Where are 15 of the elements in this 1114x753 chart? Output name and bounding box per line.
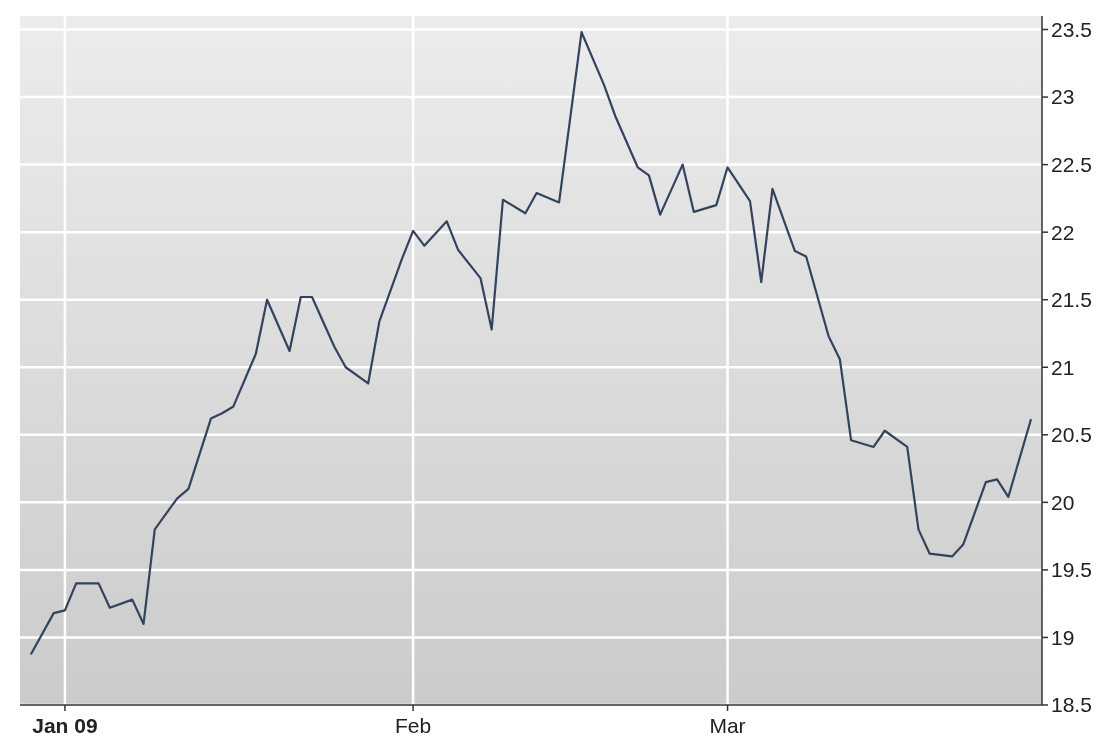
x-tick-label: Jan 09 bbox=[32, 714, 98, 737]
y-tick-label: 22.5 bbox=[1051, 152, 1092, 176]
y-tick-label: 19.5 bbox=[1051, 558, 1092, 582]
x-tick-label: Mar bbox=[709, 714, 746, 737]
y-tick-label: 19 bbox=[1051, 625, 1075, 649]
line-series bbox=[30, 31, 1032, 655]
y-tick-label: 22 bbox=[1051, 220, 1075, 244]
y-tick-label: 23 bbox=[1051, 85, 1075, 109]
y-tick-label: 21.5 bbox=[1051, 288, 1092, 312]
y-tick-label: 23.5 bbox=[1051, 17, 1092, 41]
x-tick-label: Feb bbox=[394, 714, 432, 737]
y-tick-label: 20.5 bbox=[1051, 423, 1092, 447]
y-tick-label: 21 bbox=[1051, 355, 1075, 379]
y-tick-label: 20 bbox=[1051, 490, 1075, 514]
y-tick-label: 18.5 bbox=[1051, 693, 1092, 717]
